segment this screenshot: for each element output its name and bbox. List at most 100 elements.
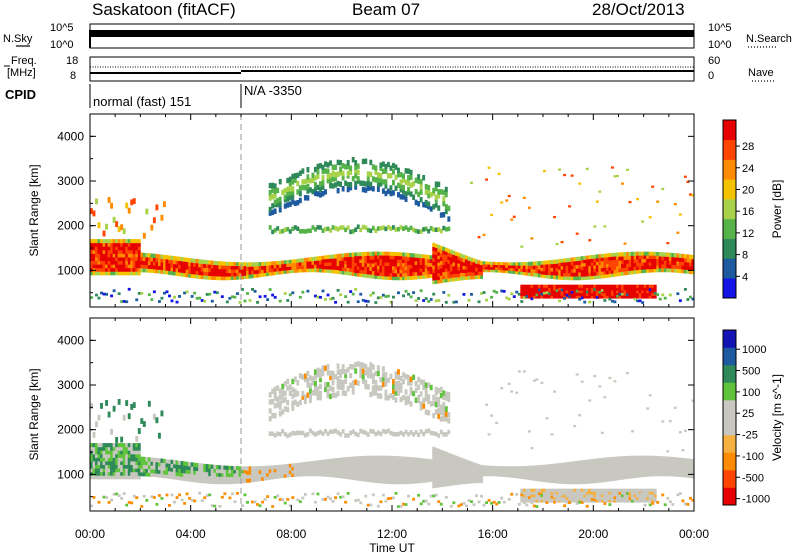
power-cell bbox=[432, 261, 436, 266]
velocity-cell bbox=[427, 462, 431, 468]
velocity-cell bbox=[535, 499, 539, 503]
velocity-cell bbox=[230, 469, 234, 474]
velocity-cell bbox=[278, 404, 282, 411]
power-cell bbox=[371, 164, 375, 170]
power-cell bbox=[449, 253, 453, 258]
velocity-cell bbox=[366, 459, 370, 464]
velocity-cell bbox=[653, 494, 657, 498]
velocity-cell bbox=[180, 498, 184, 502]
power-cell bbox=[117, 239, 121, 244]
power-cell bbox=[122, 264, 126, 269]
velocity-cell bbox=[578, 464, 582, 469]
power-cell bbox=[573, 257, 577, 262]
power-cell bbox=[414, 268, 418, 273]
power-cell bbox=[444, 203, 448, 210]
power-cell bbox=[658, 297, 662, 301]
velocity-cell bbox=[130, 403, 134, 410]
power-cell bbox=[344, 295, 348, 298]
power-cell bbox=[193, 258, 197, 263]
power-cell bbox=[258, 262, 262, 267]
power-cell bbox=[578, 290, 582, 294]
power-cell bbox=[256, 269, 260, 274]
velocity-cell bbox=[374, 462, 378, 467]
power-cell bbox=[678, 268, 682, 274]
power-cell bbox=[137, 242, 141, 247]
power-cell bbox=[618, 284, 622, 288]
power-cell bbox=[301, 258, 305, 263]
power-cell bbox=[336, 226, 340, 232]
velocity-cell bbox=[107, 475, 111, 480]
velocity-cell bbox=[585, 491, 589, 495]
velocity-cell bbox=[681, 457, 685, 463]
velocity-cell bbox=[608, 463, 612, 468]
velocity-cell bbox=[676, 464, 680, 470]
power-cell bbox=[115, 221, 119, 228]
power-cell bbox=[200, 271, 204, 276]
velocity-cell bbox=[381, 472, 385, 477]
power-cell bbox=[135, 242, 139, 247]
power-cell bbox=[344, 267, 348, 272]
power-cell bbox=[626, 251, 629, 257]
velocity-cell bbox=[610, 499, 614, 503]
velocity-cell bbox=[636, 496, 640, 500]
velocity-cell bbox=[225, 465, 229, 470]
power-cell bbox=[291, 179, 295, 185]
velocity-cell bbox=[626, 470, 629, 476]
power-cell bbox=[522, 268, 526, 273]
velocity-cell bbox=[457, 473, 461, 478]
velocity-cell bbox=[105, 464, 109, 469]
velocity-cell bbox=[180, 464, 184, 470]
velocity-cell bbox=[608, 477, 612, 482]
power-cell bbox=[414, 177, 418, 183]
power-cell bbox=[651, 287, 655, 291]
power-cell bbox=[286, 299, 290, 302]
velocity-cell bbox=[626, 455, 629, 461]
velocity-cell bbox=[686, 473, 690, 478]
velocity-cell bbox=[402, 466, 405, 471]
velocity-cell bbox=[291, 405, 295, 411]
velocity-cell bbox=[178, 472, 181, 477]
velocity-cell bbox=[412, 479, 416, 484]
power-cell bbox=[626, 270, 629, 275]
velocity-cell bbox=[110, 471, 114, 476]
power-cell bbox=[467, 267, 471, 273]
velocity-cell bbox=[205, 494, 209, 497]
power-cell bbox=[439, 253, 443, 258]
velocity-cell bbox=[437, 473, 441, 478]
power-cell bbox=[306, 188, 310, 194]
power-cell bbox=[487, 269, 491, 273]
velocity-cell bbox=[532, 476, 536, 481]
power-cell bbox=[147, 293, 151, 297]
power-cell bbox=[321, 175, 325, 181]
power-cell bbox=[313, 227, 317, 232]
power-cell bbox=[324, 262, 327, 266]
power-cell bbox=[92, 246, 96, 251]
power-cell bbox=[110, 264, 114, 269]
velocity-cell bbox=[286, 470, 290, 475]
power-cell bbox=[553, 292, 556, 296]
velocity-cell bbox=[120, 453, 124, 458]
velocity-cell bbox=[394, 462, 398, 467]
velocity-cell bbox=[459, 472, 463, 477]
velocity-cell bbox=[545, 499, 549, 503]
power-cell bbox=[351, 271, 355, 276]
power-cell bbox=[381, 251, 385, 256]
velocity-cell bbox=[532, 379, 536, 382]
velocity-cell bbox=[220, 472, 224, 477]
velocity-cell bbox=[673, 406, 677, 409]
power-cell bbox=[107, 242, 111, 247]
power-cell bbox=[578, 271, 582, 277]
power-cell bbox=[268, 206, 272, 213]
power-cell bbox=[621, 284, 624, 288]
velocity-cell bbox=[404, 460, 408, 464]
velocity-cell bbox=[319, 368, 322, 374]
power-cell bbox=[590, 292, 594, 296]
power-cell bbox=[341, 170, 345, 177]
power-cell bbox=[130, 246, 134, 251]
power-cell bbox=[626, 266, 629, 272]
power-cell bbox=[145, 256, 149, 262]
power-cell bbox=[535, 295, 539, 299]
power-cell bbox=[263, 268, 267, 273]
velocity-cell bbox=[671, 464, 675, 469]
velocity-cell bbox=[548, 467, 551, 472]
